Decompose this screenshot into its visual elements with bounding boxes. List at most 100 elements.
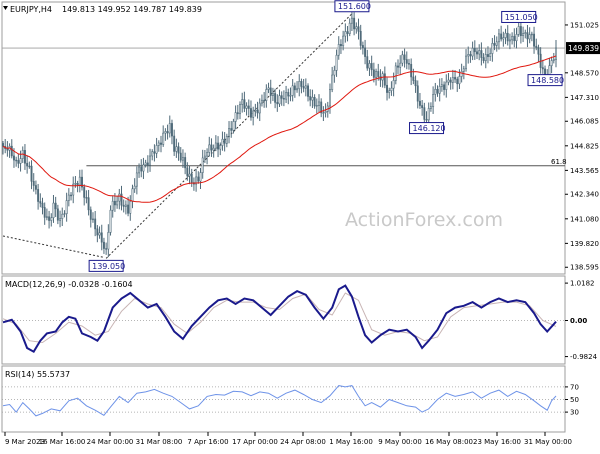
candle-body — [149, 155, 151, 166]
time-tick-label: 17 Apr 00:00 — [232, 438, 278, 446]
candle-body — [131, 188, 134, 202]
candle-body — [348, 22, 351, 34]
candle-body — [254, 109, 257, 112]
candle-body — [118, 193, 121, 202]
price-tick-label: 147.310 — [570, 94, 599, 102]
macd-tick-label: -0.9824 — [570, 353, 598, 361]
candle-body — [337, 44, 340, 56]
candle-body — [120, 193, 123, 206]
macd-title: MACD(12,26,9) -0.0328 -0.1604 — [5, 280, 133, 289]
candle-body — [368, 63, 371, 69]
candle-body — [493, 43, 496, 46]
candle-body — [256, 109, 259, 114]
time-tick-label: 31 Mar 08:00 — [136, 438, 183, 446]
candle-body — [39, 201, 42, 204]
symbol-label: EURJPY,H4 — [10, 5, 52, 14]
candle-body — [17, 160, 20, 164]
candle-body — [372, 69, 375, 78]
rsi-tick-label: 70 — [570, 383, 579, 391]
candle-body — [146, 162, 149, 166]
candle-body — [105, 248, 108, 250]
candle-body — [342, 35, 345, 47]
candle-body — [300, 81, 303, 87]
candle-body — [541, 67, 544, 70]
candle-body — [232, 121, 235, 131]
candle-body — [436, 88, 439, 94]
candle-body — [179, 152, 182, 161]
candle-body — [355, 26, 358, 30]
candle-body — [89, 209, 92, 220]
watermark: ActionForex.com — [345, 209, 503, 231]
candle-body — [81, 176, 83, 188]
candle-body — [458, 76, 461, 85]
candle-body — [535, 45, 538, 48]
candle-body — [92, 218, 94, 221]
callout-label: 146.120 — [413, 124, 446, 133]
candle-body — [555, 47, 557, 60]
candle-body — [41, 202, 44, 208]
candle-body — [390, 87, 393, 92]
candle-body — [15, 159, 18, 162]
candle-body — [138, 166, 141, 174]
candle-body — [74, 182, 77, 185]
candle-body — [83, 186, 86, 198]
candle-body — [364, 47, 367, 57]
callout-box — [527, 74, 563, 87]
candle-body — [522, 33, 525, 37]
candle-body — [339, 44, 342, 47]
candle-body — [239, 104, 241, 115]
candle-body — [56, 208, 59, 221]
candle-body — [462, 68, 465, 72]
price-tick-label: 144.825 — [570, 142, 599, 150]
candle-body — [210, 144, 213, 151]
price-callouts: 151.600 151.050 148.580 146.120 139.050 — [88, 0, 564, 272]
candle-body — [258, 102, 261, 114]
callout-box — [334, 0, 370, 13]
candle-body — [311, 97, 314, 101]
candle-body — [214, 142, 217, 149]
candle-body — [109, 209, 112, 233]
time-tick-label: 31 May 00:00 — [524, 438, 572, 446]
candle-body — [142, 164, 145, 172]
panel-collapse-icon[interactable] — [3, 6, 8, 10]
price-tick-label: 138.595 — [570, 264, 599, 272]
candle-body — [552, 58, 555, 61]
candle-body — [513, 35, 516, 42]
candle-body — [307, 85, 309, 97]
candle-body — [449, 79, 452, 83]
candle-body — [508, 39, 511, 42]
candle-body — [228, 128, 230, 137]
candle-body — [447, 79, 450, 83]
candle-body — [208, 144, 211, 153]
candle-body — [445, 81, 448, 90]
candle-body — [478, 50, 481, 55]
candle-body — [140, 166, 143, 172]
candle-body — [276, 102, 279, 105]
candle-body — [23, 150, 26, 164]
rsi-tick-label: 30 — [570, 409, 579, 417]
candle-body — [473, 47, 476, 53]
macd-tick-label: 0.00 — [570, 317, 587, 325]
candle-body — [85, 197, 88, 199]
current-price-tag: 149.839 — [566, 42, 600, 55]
candle-body — [469, 54, 472, 57]
candle-body — [302, 86, 305, 89]
candle-body — [296, 88, 299, 91]
candle-body — [181, 157, 184, 161]
price-tag-label: 149.839 — [568, 44, 599, 53]
candle-body — [293, 85, 296, 91]
price-tick-label: 148.570 — [570, 69, 599, 77]
time-tick-label: 9 May 00:00 — [378, 438, 422, 446]
candle-body — [133, 185, 136, 190]
candle-body — [315, 105, 318, 107]
moving-average-line — [2, 55, 557, 203]
candle-body — [166, 131, 169, 134]
candle-body — [45, 216, 48, 218]
candle-body — [438, 86, 441, 94]
candle-body — [37, 189, 40, 202]
candle-body — [524, 32, 527, 34]
candle-body — [113, 200, 116, 206]
candle-body — [116, 200, 119, 206]
candle-body — [350, 17, 353, 24]
